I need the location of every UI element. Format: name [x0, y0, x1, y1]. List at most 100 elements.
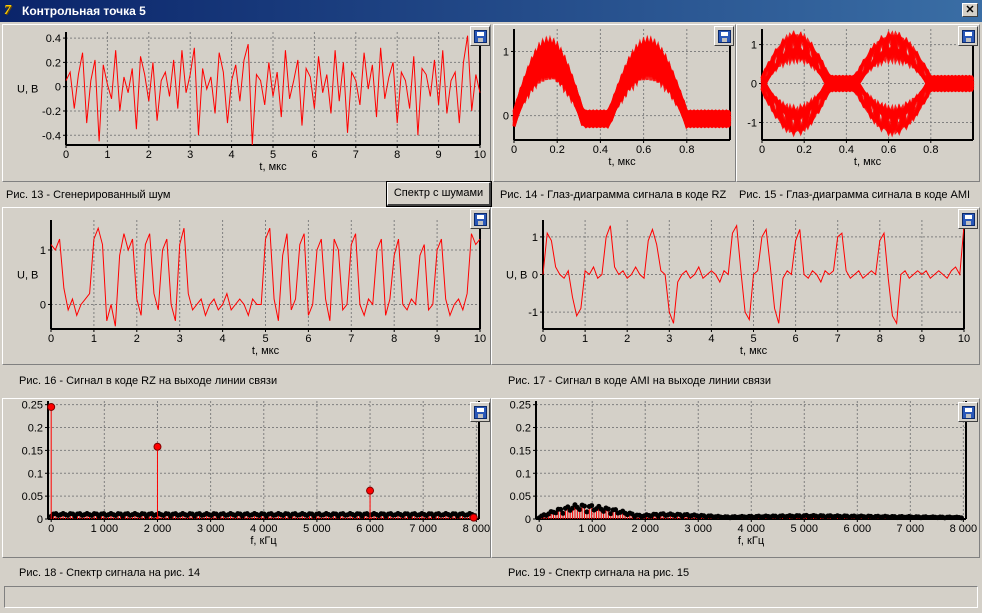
x-tick-label: 0 [48, 333, 54, 345]
x-tick-label: 9 [919, 333, 925, 345]
floppy-disk-icon [474, 406, 487, 419]
save-button-fig18[interactable] [470, 402, 490, 422]
y-tick-label: 0.1 [516, 468, 531, 480]
y-tick-label: -1 [747, 117, 757, 129]
x-tick-label: 0.8 [923, 144, 938, 156]
caption-fig14: Рис. 14 - Глаз-диаграмма сигнала в коде … [500, 189, 727, 201]
save-button-fig14[interactable] [714, 26, 734, 46]
x-tick-label: 2 [146, 149, 152, 161]
y-axis-label: U, В [506, 270, 527, 282]
x-tick-label: 3 [666, 333, 672, 345]
close-button[interactable]: ✕ [962, 3, 978, 17]
x-tick-label: 7 [835, 333, 841, 345]
x-tick-label: 0 [48, 523, 54, 535]
x-tick-label: 2 [134, 333, 140, 345]
x-tick-label: 5 [750, 333, 756, 345]
plot-area [48, 401, 479, 519]
x-axis-label: t, мкс [854, 156, 882, 168]
caption-fig15: Рис. 15 - Глаз-диаграмма сигнала в коде … [739, 189, 971, 201]
x-tick-label: 6 000 [356, 523, 384, 535]
save-button-fig15[interactable] [958, 26, 978, 46]
spectrum-point [584, 509, 590, 515]
y-tick-label: 0.2 [46, 57, 61, 69]
caption-fig19: Рис. 19 - Спектр сигнала на рис. 15 [508, 567, 690, 579]
floppy-disk-icon [474, 213, 487, 226]
signal-trace [65, 35, 481, 146]
x-tick-label: 4 000 [737, 523, 765, 535]
x-tick-label: 5 000 [303, 523, 331, 535]
x-tick-label: 10 [474, 333, 486, 345]
y-tick-label: 1 [532, 232, 538, 244]
x-tick-label: 7 [353, 149, 359, 161]
x-tick-label: 6 [305, 333, 311, 345]
x-tick-label: 9 [436, 149, 442, 161]
x-axis-label: t, мкс [259, 161, 287, 173]
y-tick-label: 0 [532, 270, 538, 282]
spectrum-point [560, 510, 566, 516]
title-bar: 7 Контрольная точка 5 ✕ [0, 0, 982, 22]
x-tick-label: 2 000 [631, 523, 659, 535]
eye-trace [761, 74, 974, 138]
x-tick-label: 7 000 [409, 523, 437, 535]
x-tick-label: 4 000 [250, 523, 278, 535]
y-tick-label: 0 [37, 514, 43, 526]
save-button-fig13[interactable] [470, 26, 490, 46]
x-tick-label: 3 [177, 333, 183, 345]
plot-panel-fig15: 0 0.2 0.4 0.6 0.8 -1 0 1 t, мкс [736, 24, 980, 182]
x-tick-label: 8 [391, 333, 397, 345]
x-tick-label: 7 [348, 333, 354, 345]
floppy-disk-icon [474, 30, 487, 43]
x-axis-label: t, мкс [252, 345, 280, 357]
y-axis-label: U, В [17, 84, 38, 96]
y-axis-label: U, В [17, 270, 38, 282]
window-title: Контрольная точка 5 [22, 4, 146, 18]
x-tick-label: 6 [311, 149, 317, 161]
chart-fig17: 0 1 2 3 4 5 6 7 8 9 10 -1 0 1 t, мкс U, В [506, 220, 970, 357]
x-axis-label: f, кГц [738, 535, 765, 547]
x-tick-label: 3 000 [197, 523, 225, 535]
chart-fig19: 0 1 000 2 000 3 000 4 000 5 000 6 000 7 000 8 00… [510, 400, 978, 547]
x-tick-label: 0 [759, 144, 765, 156]
floppy-disk-icon [962, 406, 975, 419]
x-tick-label: 9 [434, 333, 440, 345]
plot-panel-fig18: 0 1 000 2 000 3 000 4 000 5 000 6 000 7 000 8 00… [2, 398, 491, 558]
spectrum-point [608, 511, 614, 517]
plot-panel-fig16: 0 1 2 3 4 5 6 7 8 9 10 0 1 t, мкс U, В [2, 207, 491, 365]
x-tick-label: 1 [104, 149, 110, 161]
x-tick-label: 1 [91, 333, 97, 345]
chart-fig14: 0 0.2 0.4 0.6 0.8 0 1 t, мкс [503, 29, 732, 168]
spectrum-peak-marker [153, 442, 162, 451]
x-tick-label: 4 [220, 333, 226, 345]
spectrum-point [565, 504, 571, 510]
x-tick-label: 8 000 [463, 523, 491, 535]
save-button-fig16[interactable] [470, 209, 490, 229]
y-tick-label: 0.05 [510, 491, 531, 503]
spectrum-peak-marker [366, 486, 375, 495]
x-tick-label: 3 000 [684, 523, 712, 535]
spectrum-with-noise-button[interactable]: Спектр с шумами [386, 181, 492, 207]
x-tick-label: 0.4 [839, 144, 854, 156]
y-tick-label: 0 [55, 82, 61, 94]
save-button-fig17[interactable] [958, 209, 978, 229]
plot-panel-fig17: 0 1 2 3 4 5 6 7 8 9 10 -1 0 1 t, мкс U, В [491, 207, 980, 365]
spectrum-point [589, 503, 595, 509]
spectrum-point [958, 515, 964, 521]
x-tick-label: 4 [229, 149, 235, 161]
chart-fig16: 0 1 2 3 4 5 6 7 8 9 10 0 1 t, мкс U, В [17, 220, 486, 357]
spectrum-point [577, 507, 583, 513]
x-tick-label: 8 000 [950, 523, 978, 535]
chart-fig18: 0 1 000 2 000 3 000 4 000 5 000 6 000 7 000 8 00… [22, 400, 491, 547]
x-tick-label: 0 [540, 333, 546, 345]
x-tick-label: 2 [624, 333, 630, 345]
x-tick-label: 0.8 [679, 144, 694, 156]
y-tick-label: 0 [525, 514, 531, 526]
y-tick-label: 0.05 [22, 491, 43, 503]
caption-fig13: Рис. 13 - Сгенерированный шум [6, 189, 171, 201]
caption-fig18: Рис. 18 - Спектр сигнала на рис. 14 [19, 567, 201, 579]
y-tick-label: 0.25 [510, 400, 531, 412]
save-button-fig19[interactable] [958, 402, 978, 422]
x-tick-label: 0.2 [550, 144, 565, 156]
x-tick-label: 5 [270, 149, 276, 161]
x-tick-label: 2 000 [144, 523, 172, 535]
floppy-disk-icon [962, 30, 975, 43]
